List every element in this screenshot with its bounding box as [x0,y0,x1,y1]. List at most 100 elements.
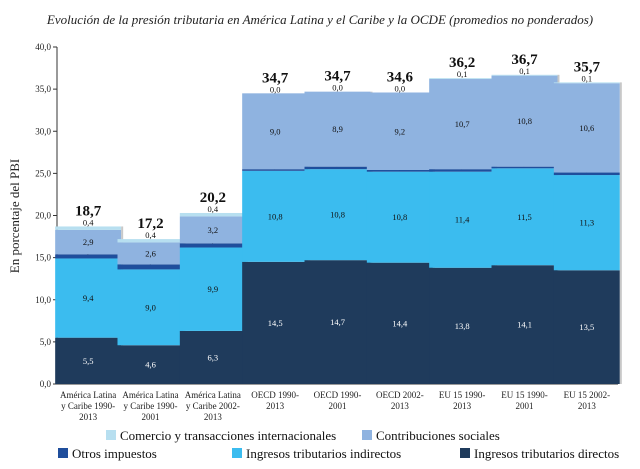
legend-swatch [58,448,68,458]
bar-segment [179,330,246,384]
data-label: 0,1 [582,73,593,83]
total-label: 18,7 [75,203,102,219]
bar-segment [117,345,184,384]
x-tick-label: 2013 [453,401,472,411]
x-tick-label: 2013 [266,401,285,411]
y-tick-label: 5,0 [40,337,52,347]
legend-label: Comercio y transacciones internacionales [120,428,336,443]
bar-stack: 13,511,30,310,60,135,7EU 15 2002-2013 [553,59,622,411]
data-label: 5,5 [83,356,94,366]
y-tick-label: 15,0 [35,253,51,263]
x-tick-label: 2001 [516,401,534,411]
legend-swatch [232,448,242,458]
data-label: 14,7 [330,317,345,327]
data-label: 10,8 [517,116,532,126]
data-label: 11,5 [517,212,532,222]
bar-segment [242,93,309,170]
data-label: 0,4 [83,217,94,227]
data-label: 10,8 [392,212,407,222]
data-label: 2,6 [145,248,156,258]
bar-segment [429,79,496,170]
data-label: 9,0 [270,126,281,136]
legend-item: Ingresos tributarios directos [460,446,619,461]
bar-segment [553,82,620,84]
bar-segment [491,74,558,76]
legend-label: Ingresos tributarios directos [474,446,619,461]
total-label: 20,2 [200,190,226,206]
bar-segment [366,170,433,172]
y-tick-label: 20,0 [35,211,51,221]
y-tick-label: 35,0 [35,84,51,94]
data-label: 9,4 [83,293,94,303]
data-label: 9,0 [145,302,156,312]
data-label: 10,7 [455,119,470,129]
data-label: 13,5 [579,322,594,332]
y-tick-label: 10,0 [35,295,51,305]
legend-label: Ingresos tributarios indirectos [246,446,401,461]
bar-segment [304,166,371,170]
data-label: 0,4 [208,204,219,214]
chart-title: Evolución de la presión tributaria en Am… [46,12,593,27]
x-tick-label: OECD 1990- [251,390,299,400]
x-tick-label: y Caribe 1990- [124,401,178,411]
data-label: 0,4 [145,230,156,240]
bar-segment [553,270,620,384]
bar-segment [553,83,620,173]
y-tick-label: 0,0 [40,379,52,389]
data-label: 3,2 [208,225,219,235]
bar-segment [117,239,184,243]
total-label: 34,7 [262,70,289,86]
bar-shadow [619,82,622,384]
y-axis-label: En porcentaje del PBI [7,159,22,273]
bar-segment [304,169,371,261]
bar-segment [491,168,558,266]
bar-segment [429,171,496,268]
bar-segment [491,166,558,169]
bar-segment [429,78,496,80]
data-label: 10,8 [330,210,345,220]
data-label: 10,6 [579,123,594,133]
data-label: 14,1 [517,320,532,330]
bar-segment [429,267,496,384]
x-tick-label: 2001 [142,412,160,422]
bar-segment [179,247,246,331]
bar-segment [55,226,122,230]
x-tick-label: 2013 [391,401,410,411]
x-tick-label: 2013 [79,412,98,422]
bar-segment [242,170,309,262]
x-tick-label: y Caribe 1990- [61,401,115,411]
data-label: 14,5 [268,318,283,328]
legend-swatch [106,430,116,440]
legend-item: Ingresos tributarios indirectos [232,446,401,461]
total-label: 36,7 [511,52,538,68]
x-tick-label: EU 15 1990- [501,390,548,400]
total-label: 35,7 [574,59,601,75]
legend-item: Otros impuestos [58,446,157,461]
bar-segment [553,172,620,176]
bar-segment [179,212,246,217]
data-label: 14,4 [392,318,408,328]
bar-segment [304,260,371,384]
legend-label: Otros impuestos [72,446,157,461]
bar-segment [117,269,184,346]
y-tick-label: 30,0 [35,126,51,136]
data-label: 2,9 [83,237,94,247]
data-label: 0,1 [519,66,530,76]
bar-segment [366,92,433,171]
data-label: 10,8 [268,211,283,221]
bar-segment [117,264,184,270]
data-label: 11,4 [455,215,470,225]
legend-item: Comercio y transacciones internacionales [106,428,336,443]
data-label: 13,8 [455,321,470,331]
total-label: 34,6 [387,69,414,85]
bar-segment [55,254,122,259]
x-tick-label: 2013 [578,401,597,411]
x-tick-label: y Caribe 2002- [186,401,240,411]
bar-segment [242,169,309,171]
